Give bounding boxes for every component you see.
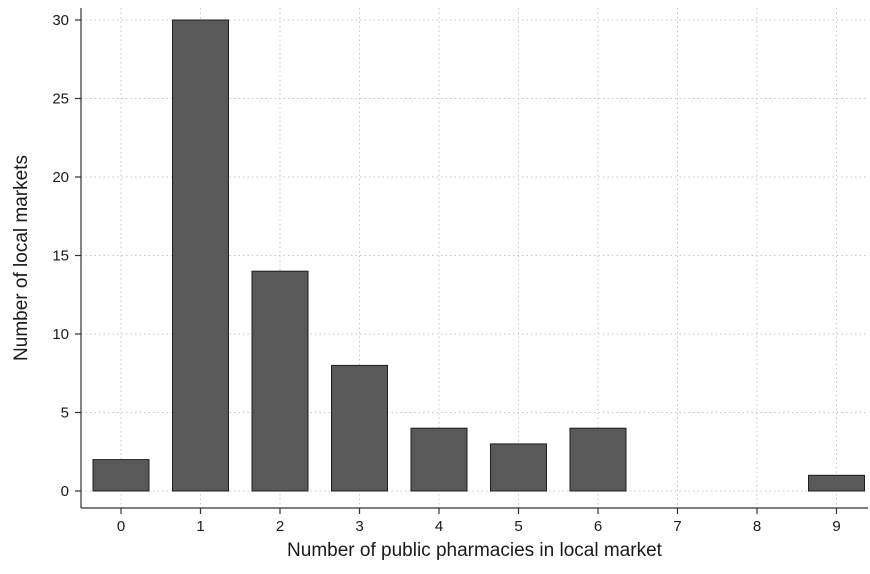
x-tick-label-5: 5	[514, 518, 522, 535]
bar-9	[808, 474, 865, 492]
bar-2	[251, 270, 309, 492]
x-tick-label-0: 0	[117, 518, 125, 535]
bar-4	[410, 427, 468, 492]
bar-5	[490, 443, 547, 492]
bar-6	[569, 427, 627, 492]
ticks: 0 5 10 15 20 25 30 0 1 2 3 4 5 6 7 8 9	[52, 12, 840, 535]
y-axis-label: Number of local markets	[11, 155, 32, 361]
x-tick-label-3: 3	[355, 518, 363, 535]
x-tick-label-6: 6	[594, 518, 602, 535]
x-tick-label-8: 8	[753, 518, 761, 535]
bar-3	[331, 364, 388, 492]
y-tick-label-5: 25	[52, 91, 69, 108]
x-tick-label-2: 2	[276, 518, 284, 535]
axes	[80, 8, 868, 509]
x-tick-label-1: 1	[196, 518, 204, 535]
y-tick-label-1: 5	[61, 405, 69, 422]
x-tick-label-4: 4	[435, 518, 443, 535]
y-tick-label-3: 15	[52, 248, 69, 265]
bars	[92, 19, 865, 492]
bar-0	[92, 459, 150, 492]
y-tick-label-6: 30	[52, 12, 69, 29]
x-tick-label-9: 9	[832, 518, 840, 535]
y-tick-label-0: 0	[61, 483, 69, 500]
x-tick-label-7: 7	[673, 518, 681, 535]
y-tick-label-2: 10	[52, 326, 69, 343]
y-tick-label-4: 20	[52, 169, 69, 186]
bar-1	[172, 19, 229, 492]
x-axis-label: Number of public pharmacies in local mar…	[287, 540, 663, 561]
